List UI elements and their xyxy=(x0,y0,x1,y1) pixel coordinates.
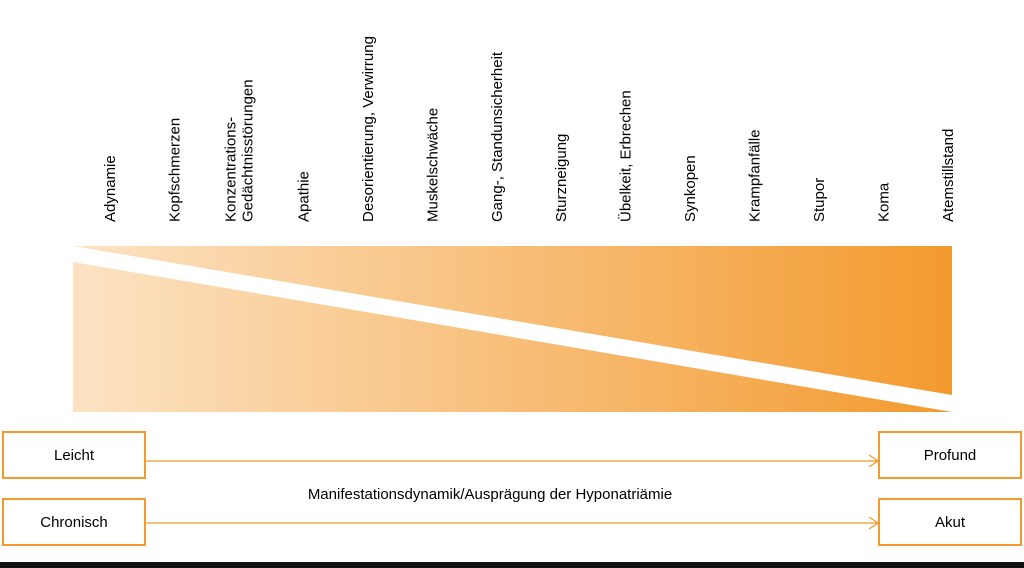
axis-title: Manifestationsdynamik/Ausprägung der Hyp… xyxy=(308,486,672,503)
symptom-label-line: Konzentrations- xyxy=(222,117,239,222)
symptom-label-line: Synkopen xyxy=(682,155,699,222)
symptom-label-line: Desorientierung, Verwirrung xyxy=(360,36,377,222)
symptom-label: Kopfschmerzen xyxy=(166,118,183,222)
symptom-label-line: Adynamie xyxy=(102,155,119,222)
severity-left-box xyxy=(2,431,146,479)
symptom-label: Desorientierung, Verwirrung xyxy=(360,36,377,222)
symptom-label-line: Apathie xyxy=(295,171,312,222)
symptom-label: Atemstillstand xyxy=(940,129,957,222)
symptom-label: Adynamie xyxy=(102,155,119,222)
upper-severity-wedge xyxy=(73,246,952,395)
symptom-label: Konzentrations-Gedächtnisstörungen xyxy=(222,79,256,222)
symptom-labels: Adynamie Kopfschmerzen Konzentrations-Gedä… xyxy=(102,36,957,222)
symptom-label: Synkopen xyxy=(682,155,699,222)
symptom-label-line: Koma xyxy=(876,182,893,222)
symptom-label: Krampfanfälle xyxy=(747,129,764,222)
bottom-bar xyxy=(0,562,1024,568)
symptom-label: Koma xyxy=(876,182,893,222)
dynamics-right-box xyxy=(878,498,1022,546)
dynamics-left-box xyxy=(2,498,146,546)
dynamics-scale-row: Chronisch Akut xyxy=(2,498,1022,546)
severity-right-box xyxy=(878,431,1022,479)
symptom-label: Übelkeit, Erbrechen xyxy=(617,90,635,222)
symptom-label-line: Krampfanfälle xyxy=(747,129,764,222)
symptom-label-line: Atemstillstand xyxy=(940,129,957,222)
symptom-label: Sturzneigung xyxy=(553,134,570,222)
dynamics-right-label: Akut xyxy=(935,514,966,531)
severity-right-label: Profund xyxy=(924,447,977,464)
symptom-label: Apathie xyxy=(295,171,312,222)
lower-severity-wedge xyxy=(73,262,952,412)
symptom-label-line: Kopfschmerzen xyxy=(166,118,183,222)
symptom-label-line: Muskelschwäche xyxy=(424,108,441,222)
dynamics-left-label: Chronisch xyxy=(40,514,108,531)
symptom-label-line: Sturzneigung xyxy=(553,134,570,222)
symptom-label-line: Übelkeit, Erbrechen xyxy=(617,90,635,222)
symptom-label: Gang-, Standunsicherheit xyxy=(489,51,506,222)
symptom-label: Stupor xyxy=(811,178,828,222)
symptom-label-line: Stupor xyxy=(811,178,828,222)
severity-left-label: Leicht xyxy=(54,447,95,464)
symptom-label-line: Gedächtnisstörungen xyxy=(239,79,256,222)
symptom-label: Muskelschwäche xyxy=(424,108,441,222)
symptom-label-line: Gang-, Standunsicherheit xyxy=(489,51,506,222)
severity-scale-row: Leicht Profund xyxy=(2,431,1022,479)
